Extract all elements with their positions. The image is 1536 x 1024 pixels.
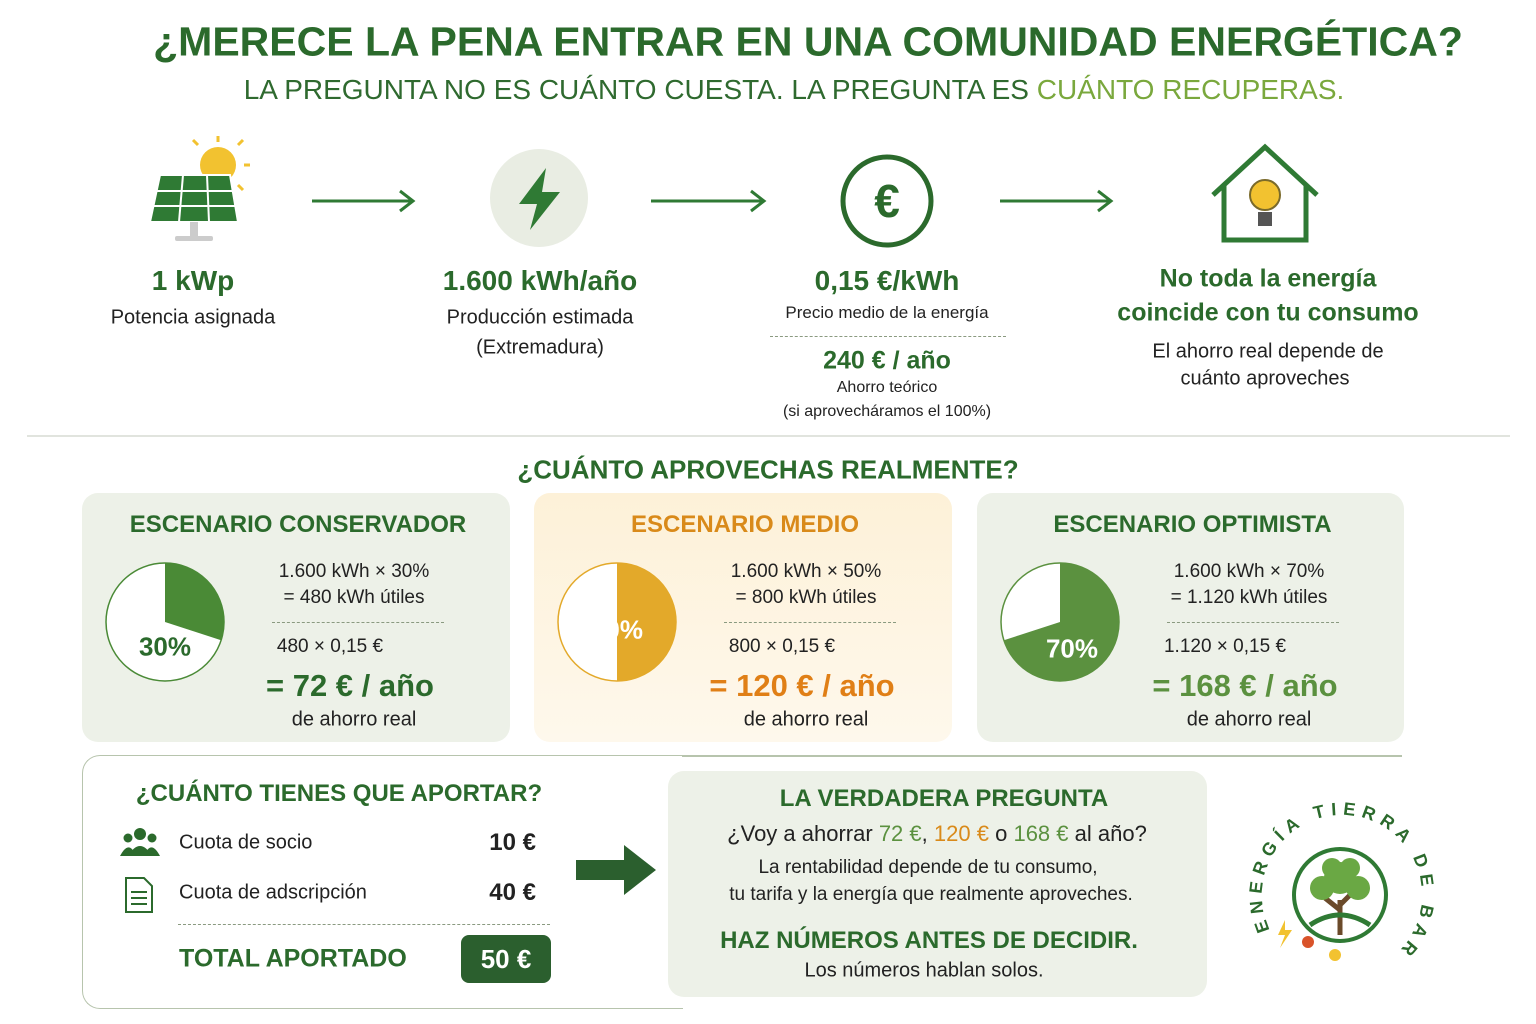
divider (178, 924, 550, 925)
scenario-result-label: de ahorro real (1186, 708, 1312, 731)
pie-label: 30% (138, 631, 192, 662)
step-value: 1 kWp (151, 265, 235, 296)
highlight: 168 € (1013, 821, 1069, 846)
box-line (682, 755, 1402, 757)
question-line: ¿Voy a ahorrar 72 €, 120 € o 168 € al añ… (727, 821, 1147, 847)
contribution-icons (120, 828, 160, 913)
pie-slice (165, 563, 224, 641)
step-label: El ahorro real depende de (1152, 340, 1384, 363)
scenario-result-label: de ahorro real (291, 708, 417, 731)
formula: = 800 kWh útiles (735, 587, 877, 608)
pie-slice (617, 563, 676, 681)
text: ¿Voy a ahorrar (727, 821, 873, 846)
total-label: TOTAL APORTADO (179, 944, 407, 973)
step-value: 1.600 kWh/año (442, 265, 638, 296)
pie-slice (1003, 563, 1119, 681)
house-icon (1211, 143, 1319, 243)
title: ¿MERECE LA PENA ENTRAR EN UNA COMUNIDAD … (153, 18, 1463, 65)
total-badge: 50 € (461, 935, 551, 983)
solar-icon (148, 136, 250, 241)
divider (1167, 622, 1339, 623)
cta-note: Los números hablan solos. (804, 959, 1044, 982)
big-arrow (576, 845, 656, 895)
section-title: ¿CUÁNTO APROVECHAS REALMENTE? (517, 454, 1019, 485)
cta: HAZ NÚMEROS ANTES DE DECIDIR. (720, 927, 1138, 954)
fee-label: Cuota de adscripción (179, 881, 367, 904)
question-box (668, 771, 1207, 997)
subtitle-highlight: CUÁNTO RECUPERAS. (1036, 74, 1345, 105)
scenario-result: = 120 € / año (709, 668, 895, 703)
icons: € (148, 136, 1319, 248)
step-note: (Extremadura) (476, 336, 604, 359)
formula: 480 × 0,15 € (276, 636, 384, 657)
step-label: Precio medio de la energía (785, 303, 989, 322)
contribution-box (82, 755, 683, 1009)
question-title: LA VERDADERA PREGUNTA (779, 785, 1109, 812)
arrows (312, 189, 1114, 213)
scenario-title: ESCENARIO CONSERVADOR (129, 511, 467, 538)
text: o (995, 821, 1008, 846)
scenario-result: = 168 € / año (1152, 668, 1338, 703)
highlight: 72 € (878, 821, 922, 846)
fee-amount: 40 € (489, 879, 536, 906)
step-result-note: (si aprovecháramos el 100%) (782, 403, 992, 420)
contribution-title: ¿CUÁNTO TIENES QUE APORTAR? (135, 780, 543, 807)
pie-label: 70% (1045, 633, 1099, 664)
pie (557, 562, 677, 682)
pie (105, 562, 225, 682)
svg-text:€: € (874, 175, 900, 227)
scenario-result-label: de ahorro real (743, 708, 869, 731)
scenario-result: = 72 € / año (265, 668, 435, 703)
step-label: Producción estimada (446, 306, 634, 329)
scenario-title: ESCENARIO OPTIMISTA (1053, 511, 1332, 538)
step-value: coincide con tu consumo (1117, 298, 1419, 327)
bolt-icon (490, 149, 588, 247)
highlight: 120 € (933, 821, 989, 846)
total-amount: 50 € (480, 943, 532, 974)
divider (272, 622, 444, 623)
fee-amount: 10 € (489, 829, 536, 856)
divider (724, 622, 896, 623)
step-result: 240 € / año (823, 346, 951, 375)
logo: ENERGÍA TIERRA DE BARROS (1230, 774, 1432, 964)
formula: 1.600 kWh × 70% (1173, 561, 1325, 582)
step-value: 0,15 €/kWh (814, 265, 960, 296)
step-value: No toda la energía (1159, 264, 1377, 293)
formula: 1.120 × 0,15 € (1163, 636, 1287, 657)
question-body: tu tarifa y la energía que realmente apr… (729, 884, 1133, 905)
step-label: Potencia asignada (110, 306, 276, 329)
separator (27, 435, 1510, 437)
text: al año? (1074, 821, 1147, 846)
euro-icon: € (840, 154, 934, 248)
divider (770, 336, 1006, 337)
subtitle: LA PREGUNTA NO ES CUÁNTO CUESTA. LA PREG… (244, 74, 1345, 106)
text: , (921, 821, 928, 846)
step-result-label: Ahorro teórico (836, 379, 938, 396)
formula: 800 × 0,15 € (728, 636, 836, 657)
question-body: La rentabilidad depende de tu consumo, (758, 857, 1098, 878)
formula: = 1.120 kWh útiles (1170, 587, 1328, 608)
step-label: cuánto aproveches (1180, 367, 1350, 390)
pie (1000, 562, 1120, 682)
formula: 1.600 kWh × 30% (278, 561, 430, 582)
fee-label: Cuota de socio (179, 831, 313, 854)
formula: 1.600 kWh × 50% (730, 561, 882, 582)
scenario-title: ESCENARIO MEDIO (630, 511, 860, 538)
subtitle-text: LA PREGUNTA NO ES CUÁNTO CUESTA. LA PREG… (243, 74, 1029, 105)
pie-label: 50% (590, 614, 644, 645)
formula: = 480 kWh útiles (283, 587, 425, 608)
